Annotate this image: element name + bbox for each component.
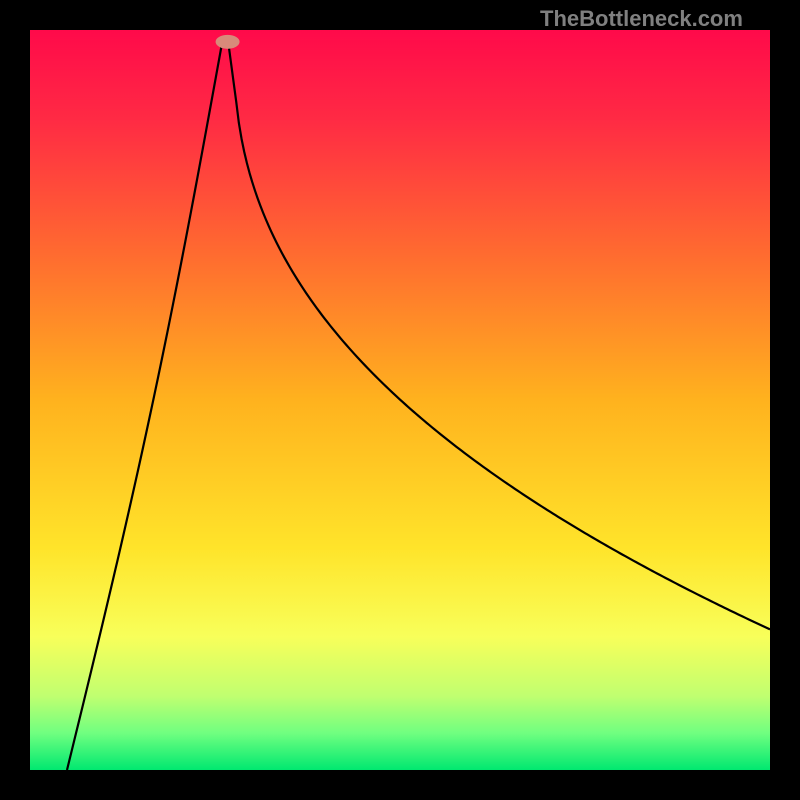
cusp-marker xyxy=(216,35,240,49)
chart-svg xyxy=(30,30,770,770)
watermark-text: TheBottleneck.com xyxy=(540,6,743,32)
plot-area xyxy=(30,30,770,770)
